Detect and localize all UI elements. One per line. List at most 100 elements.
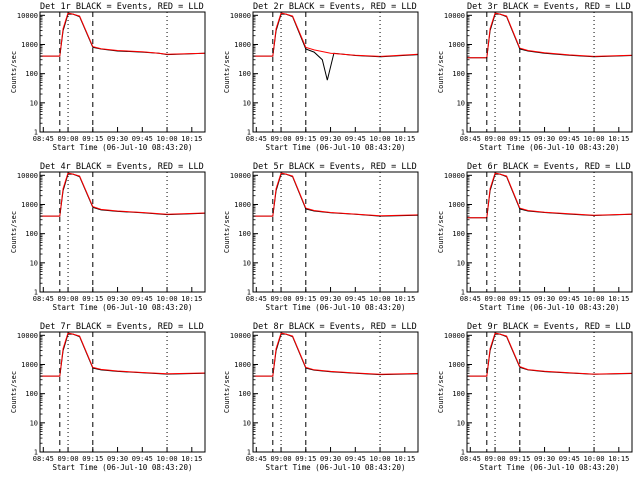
x-tick-label: 09:15 — [82, 295, 103, 303]
plot-frame — [252, 171, 419, 293]
chart-title: Det 8r BLACK = Events, RED = LLD — [253, 322, 417, 332]
x-tick-label: 09:45 — [559, 295, 580, 303]
x-axis-label: Start Time (06-Jul-10 08:43:20) — [266, 143, 406, 152]
chart-panel: Det 5r BLACK = Events, RED = LLD 1 10 100 10… — [223, 162, 419, 312]
events-series-line — [40, 13, 205, 57]
chart-title: Det 1r BLACK = Events, RED = LLD — [40, 2, 204, 12]
lld-series-line — [467, 172, 632, 219]
y-tick-label: 1 — [461, 289, 465, 297]
x-axis-label: Start Time (06-Jul-10 08:43:20) — [53, 143, 193, 152]
y-tick-label: 1 — [461, 129, 465, 137]
chart-panel: Det 2r BLACK = Events, RED = LLD 1 10 100 10… — [223, 2, 419, 152]
x-axis-label: Start Time (06-Jul-10 08:43:20) — [480, 303, 620, 312]
chart-title: Det 7r BLACK = Events, RED = LLD — [40, 322, 204, 332]
y-tick-label: 10 — [30, 259, 38, 267]
chart-panel: Det 8r BLACK = Events, RED = LLD 1 10 100 10… — [223, 322, 419, 472]
x-tick-label: 09:00 — [485, 455, 506, 463]
x-axis-label: Start Time (06-Jul-10 08:43:20) — [266, 303, 406, 312]
y-tick-label: 10 — [457, 99, 465, 107]
x-tick-label: 09:00 — [271, 135, 292, 143]
x-tick-label: 09:00 — [271, 295, 292, 303]
x-tick-label: 09:45 — [132, 295, 153, 303]
y-tick-label: 1000 — [234, 361, 251, 369]
x-tick-label: 09:30 — [320, 455, 341, 463]
y-tick-label: 100 — [238, 70, 251, 78]
x-tick-label: 08:45 — [246, 455, 267, 463]
x-tick-label: 10:15 — [181, 295, 202, 303]
chart-title: Det 2r BLACK = Events, RED = LLD — [253, 2, 417, 12]
chart-panel: Det 4r BLACK = Events, RED = LLD 1 10 100 10… — [10, 162, 206, 312]
y-tick-label: 10 — [30, 419, 38, 427]
y-tick-label: 10000 — [444, 12, 465, 20]
x-tick-label: 09:15 — [82, 455, 103, 463]
x-tick-label: 10:15 — [394, 295, 415, 303]
x-tick-label: 09:15 — [295, 135, 316, 143]
x-tick-label: 09:30 — [107, 455, 128, 463]
plot-frame — [466, 331, 633, 453]
x-tick-label: 09:00 — [58, 455, 79, 463]
y-tick-label: 10000 — [230, 12, 251, 20]
plot-frame — [252, 11, 419, 133]
x-tick-label: 10:15 — [394, 455, 415, 463]
x-tick-label: 10:00 — [157, 295, 178, 303]
y-tick-label: 100 — [452, 390, 465, 398]
x-tick-label: 10:00 — [370, 455, 391, 463]
y-tick-label: 100 — [25, 390, 38, 398]
plot-frame — [466, 11, 633, 133]
y-tick-label: 10 — [457, 259, 465, 267]
y-tick-label: 100 — [452, 230, 465, 238]
y-tick-label: 100 — [452, 70, 465, 78]
chart-title: Det 6r BLACK = Events, RED = LLD — [467, 162, 631, 172]
chart-title: Det 4r BLACK = Events, RED = LLD — [40, 162, 204, 172]
chart-title: Det 3r BLACK = Events, RED = LLD — [467, 2, 631, 12]
x-tick-label: 09:45 — [345, 295, 366, 303]
x-axis-label: Start Time (06-Jul-10 08:43:20) — [53, 463, 193, 472]
lld-series-line — [253, 332, 418, 377]
lld-series-line — [253, 12, 418, 57]
plot-frame — [466, 171, 633, 293]
x-tick-label: 09:15 — [82, 135, 103, 143]
lld-series-line — [253, 172, 418, 217]
x-tick-label: 09:15 — [295, 455, 316, 463]
x-tick-label: 09:30 — [534, 295, 555, 303]
y-tick-label: 1000 — [234, 41, 251, 49]
x-tick-label: 09:45 — [345, 135, 366, 143]
y-tick-label: 1000 — [448, 41, 465, 49]
x-tick-label: 09:15 — [509, 135, 530, 143]
events-series-line — [40, 173, 205, 217]
x-tick-label: 08:45 — [460, 135, 481, 143]
y-axis-label: Counts/sec — [437, 211, 445, 253]
y-tick-label: 10 — [243, 419, 251, 427]
y-tick-label: 100 — [238, 390, 251, 398]
x-tick-label: 10:00 — [584, 455, 605, 463]
y-axis-label: Counts/sec — [10, 211, 18, 253]
x-tick-label: 09:45 — [132, 455, 153, 463]
x-tick-label: 08:45 — [460, 295, 481, 303]
plot-frame — [39, 331, 206, 453]
x-tick-label: 09:15 — [509, 455, 530, 463]
y-axis-label: Counts/sec — [10, 371, 18, 413]
x-tick-label: 10:15 — [181, 135, 202, 143]
y-tick-label: 1000 — [21, 361, 38, 369]
x-tick-label: 09:45 — [132, 135, 153, 143]
y-tick-label: 1 — [34, 129, 38, 137]
x-tick-label: 10:00 — [157, 135, 178, 143]
y-axis-label: Counts/sec — [437, 371, 445, 413]
y-tick-label: 10000 — [17, 172, 38, 180]
y-axis-label: Counts/sec — [223, 51, 231, 93]
y-tick-label: 100 — [25, 70, 38, 78]
lld-series-line — [40, 172, 205, 217]
x-axis-label: Start Time (06-Jul-10 08:43:20) — [266, 463, 406, 472]
x-tick-label: 09:00 — [485, 295, 506, 303]
y-axis-label: Counts/sec — [223, 211, 231, 253]
chart-panel: Det 1r BLACK = Events, RED = LLD 1 10 100 10… — [10, 2, 206, 152]
chart-panel: Det 6r BLACK = Events, RED = LLD 1 10 100 10… — [437, 162, 633, 312]
x-tick-label: 10:15 — [608, 455, 629, 463]
x-tick-label: 10:15 — [181, 455, 202, 463]
x-tick-label: 10:15 — [608, 135, 629, 143]
y-tick-label: 100 — [25, 230, 38, 238]
lld-series-line — [40, 12, 205, 57]
x-tick-label: 08:45 — [33, 135, 54, 143]
y-tick-label: 1 — [461, 449, 465, 457]
chart-panel: Det 3r BLACK = Events, RED = LLD 1 10 100 10… — [437, 2, 633, 152]
